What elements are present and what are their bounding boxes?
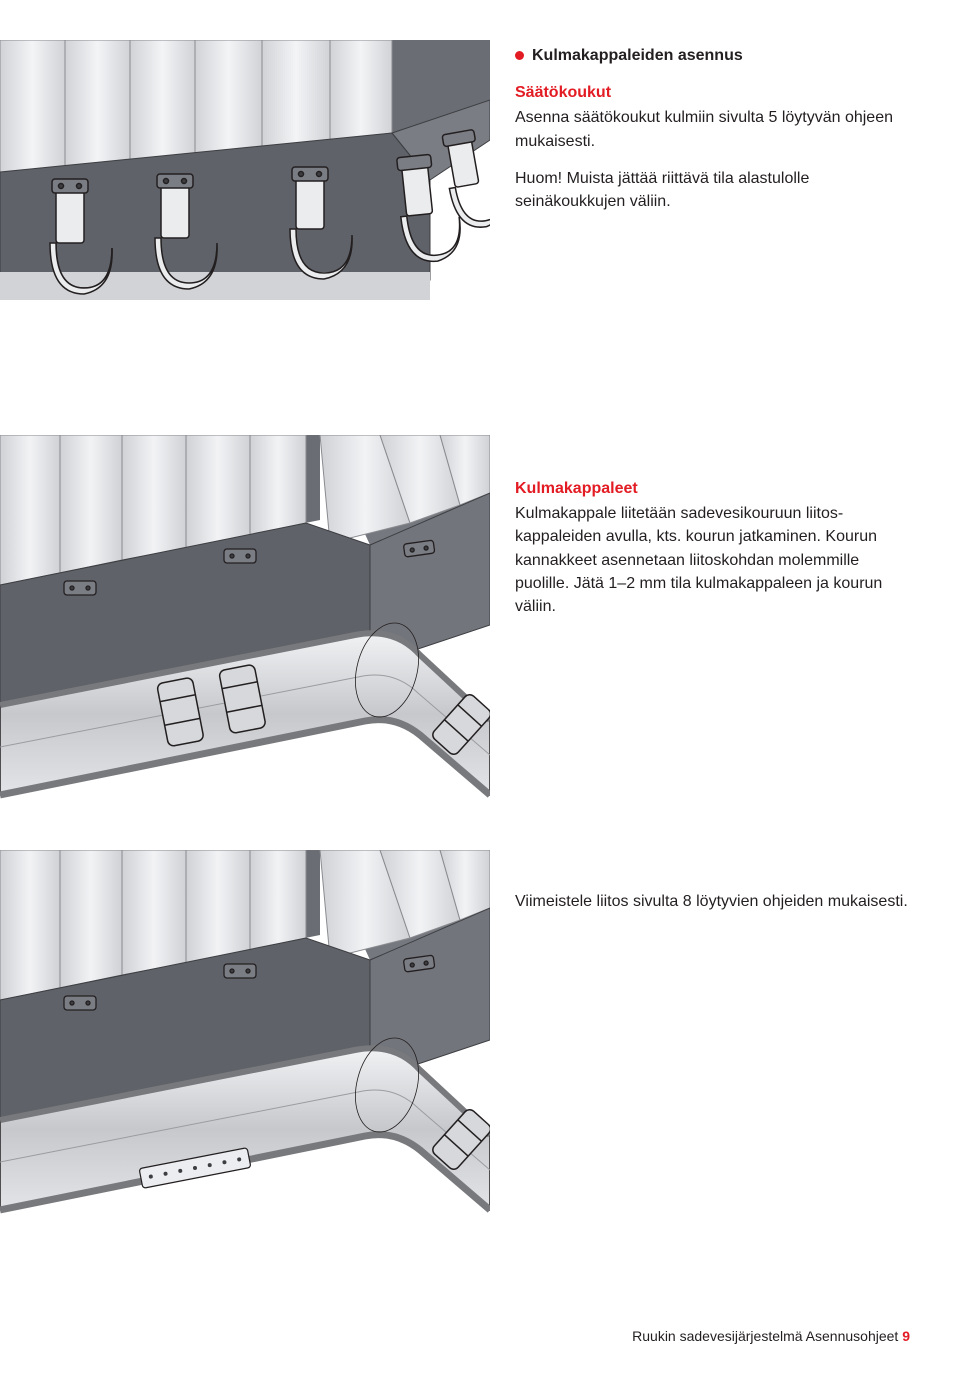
page-footer: Ruukin sadevesijärjestelmä Asennusohjeet…	[632, 1328, 910, 1344]
paragraph: Asenna säätökoukut kulmiin sivulta 5 löy…	[515, 106, 910, 152]
section-title: Kulmakappaleiden asennus	[515, 44, 910, 67]
corner-gutter-illustration	[0, 435, 490, 825]
roof-hooks-illustration	[0, 40, 490, 410]
paragraph: Kulmakappale liitetään sadevesikouruun l…	[515, 502, 910, 618]
subheading-2: Kulmakappaleet	[515, 477, 910, 500]
paragraph: Huom! Muista jättää riittävä tila alastu…	[515, 167, 910, 213]
finish-joint-illustration	[0, 850, 490, 1240]
paragraph: Viimeistele liitos sivulta 8 löytyvien o…	[515, 890, 910, 913]
subheading-1: Säätökoukut	[515, 81, 910, 104]
